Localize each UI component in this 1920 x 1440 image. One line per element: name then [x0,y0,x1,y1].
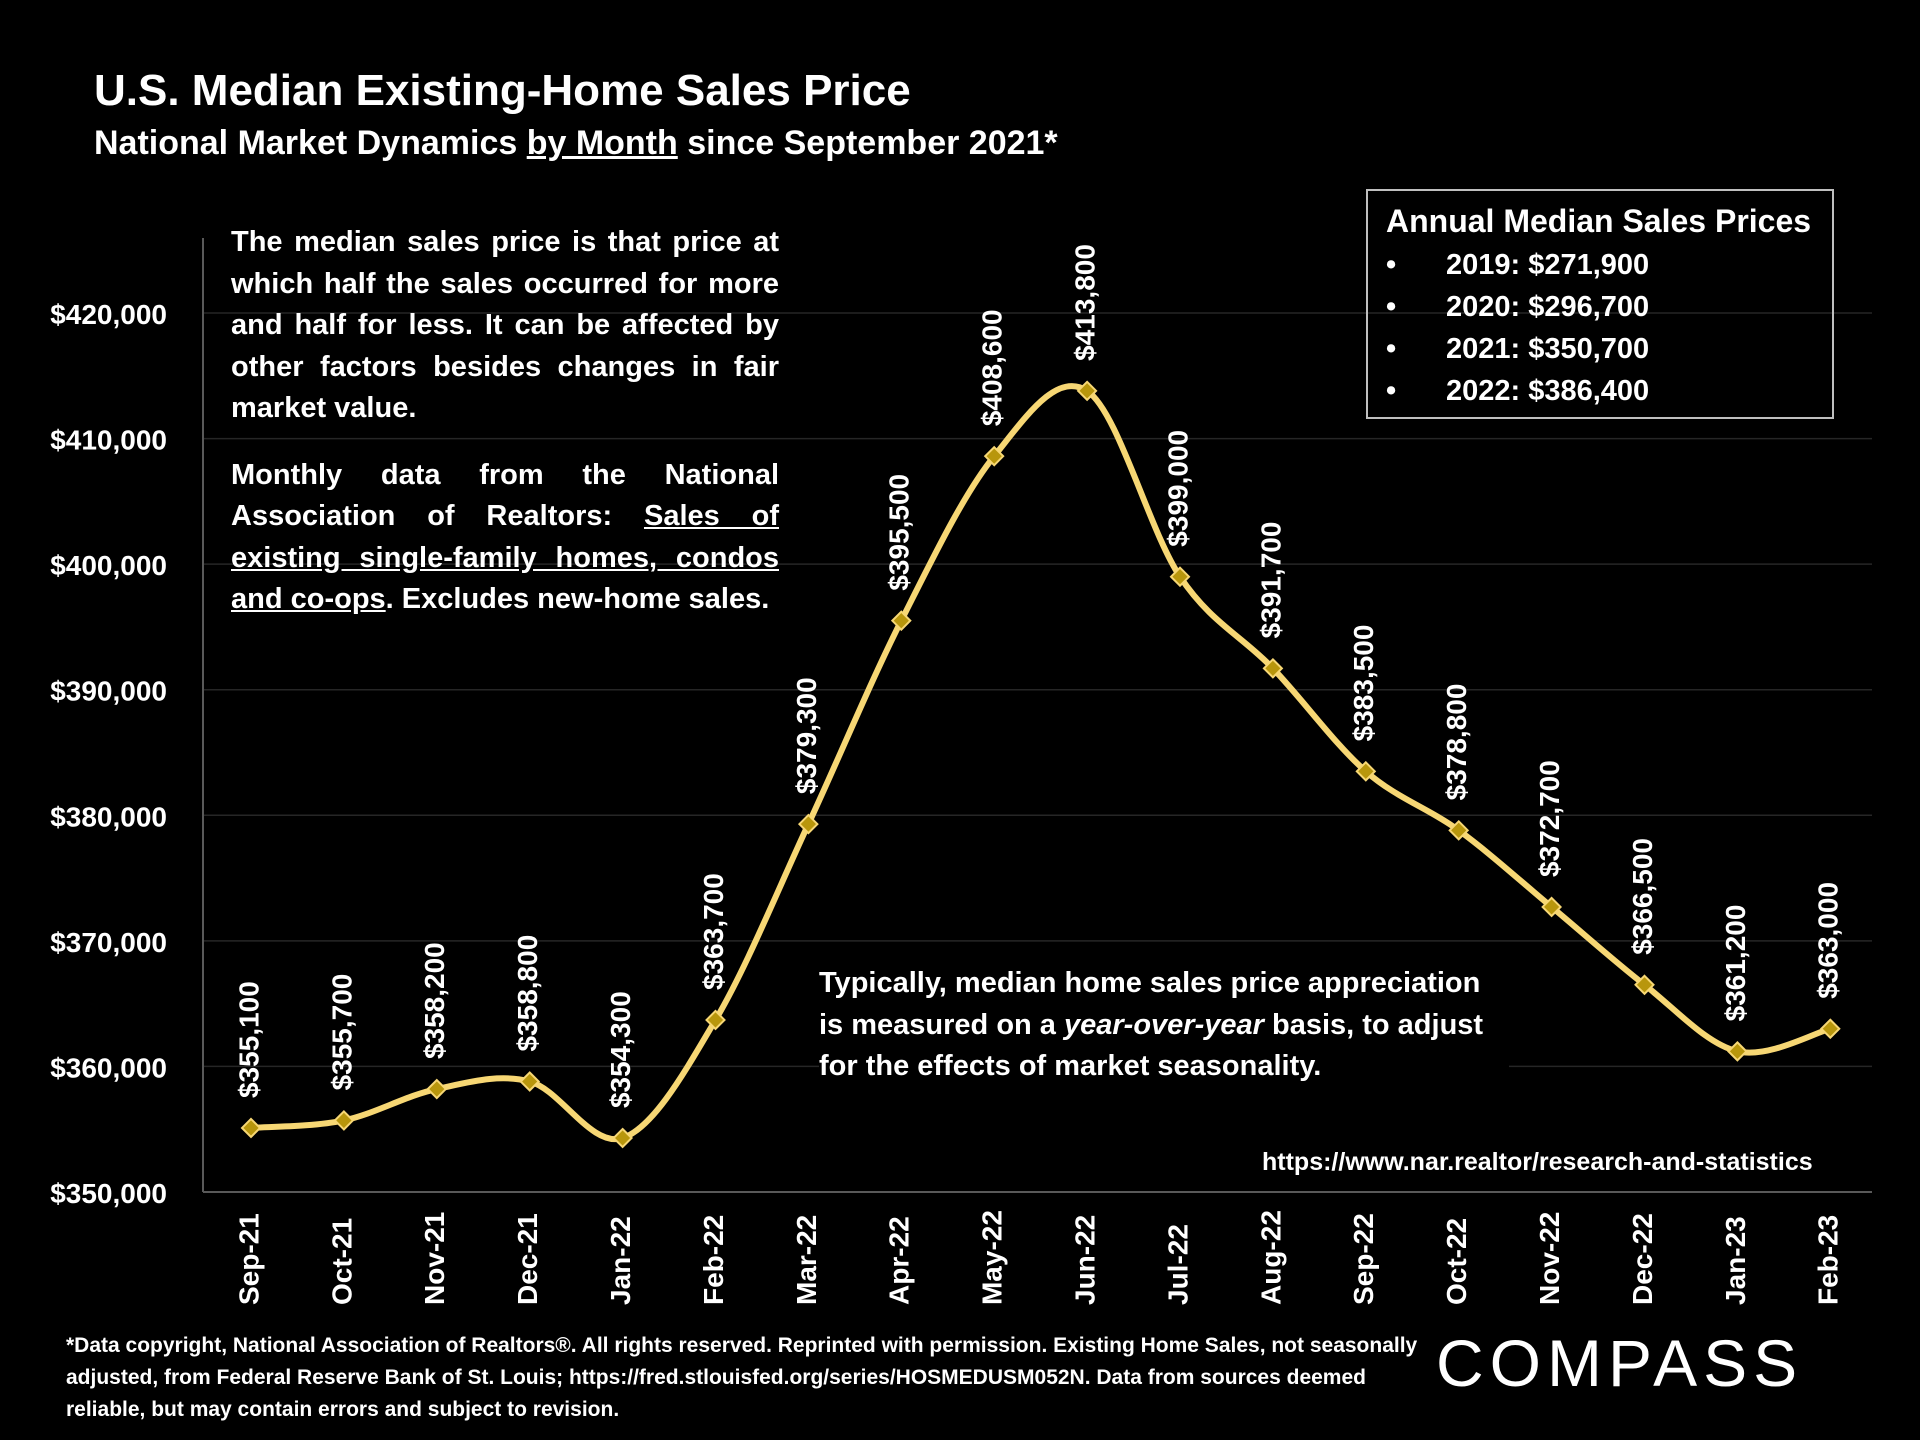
seasonality-suffix: basis, to adjust for the effects of mark… [819,1008,1484,1083]
y-tick-label: $390,000 [50,676,167,707]
bullet-icon: • [1386,375,1397,407]
annual-item-label: 2020: $296,700 [1446,291,1650,323]
data-point-marker [1262,657,1284,679]
x-tick-label: Jan-22 [605,1216,636,1305]
annual-box-title: Annual Median Sales Prices [1386,203,1812,239]
data-point-marker [797,813,819,835]
x-tick-label: Mar-22 [791,1215,822,1305]
definition-note: The median sales price is that price at … [231,222,779,646]
y-tick-label: $400,000 [50,550,167,581]
annual-item-label: 2021: $350,700 [1446,333,1650,365]
data-label: $379,300 [791,677,822,794]
chart-subtitle: National Market Dynamics by Month since … [94,124,1058,163]
data-point-marker [1541,896,1563,918]
data-label: $363,700 [698,873,729,990]
data-point-marker [890,610,912,632]
annual-item: • 2021: $350,700 [1386,328,1814,370]
x-tick-label: Apr-22 [884,1216,915,1305]
seasonality-prefix: Typically, median home sales price appre… [819,967,1481,1041]
seasonality-note: Typically, median home sales price appre… [819,963,1509,1088]
data-label: $363,000 [1813,882,1844,999]
data-label: $355,700 [326,974,357,1091]
data-label: $413,800 [1069,244,1100,361]
data-label: $355,100 [233,981,264,1098]
annual-item: • 2022: $386,400 [1386,370,1814,412]
data-point-marker [983,445,1005,467]
data-label: $383,500 [1348,625,1379,742]
data-point-marker [612,1127,634,1149]
x-tick-label: Dec-21 [512,1213,543,1305]
y-tick-label: $410,000 [50,425,167,456]
data-label: $408,600 [977,309,1008,426]
data-label: $378,800 [1441,684,1472,801]
data-point-marker [333,1110,355,1131]
source-url: https://www.nar.realtor/research-and-sta… [1262,1148,1813,1176]
x-tick-label: Jun-22 [1069,1215,1100,1305]
bullet-icon: • [1386,333,1397,365]
x-tick-label: Nov-22 [1534,1212,1565,1305]
x-tick-label: Feb-23 [1813,1215,1844,1305]
data-label: $361,200 [1720,905,1751,1022]
annual-item-label: 2019: $271,900 [1446,249,1650,281]
x-tick-label: Oct-22 [1441,1218,1472,1305]
data-point-marker [1448,819,1470,841]
data-point-marker [1076,380,1098,402]
data-point-marker [1169,566,1191,588]
x-tick-label: Jan-23 [1720,1216,1751,1305]
annual-item: • 2020: $296,700 [1386,286,1814,328]
x-tick-label: Feb-22 [698,1215,729,1305]
subtitle-prefix: National Market Dynamics [94,124,527,162]
y-tick-label: $360,000 [50,1052,167,1083]
chart-title: U.S. Median Existing-Home Sales Price [94,66,911,115]
x-tick-label: May-22 [977,1210,1008,1305]
data-point-marker [519,1071,541,1092]
data-label: $372,700 [1534,760,1565,877]
y-tick-label: $370,000 [50,927,167,958]
data-label: $399,000 [1162,430,1193,547]
data-label: $395,500 [884,474,915,591]
data-point-marker [1819,1018,1841,1040]
x-tick-label: Jul-22 [1162,1224,1193,1305]
compass-logo: COMPASS [1436,1326,1804,1400]
x-tick-label: Oct-21 [326,1218,357,1305]
seasonality-italic: year-over-year [1064,1008,1264,1041]
y-tick-label: $350,000 [50,1178,167,1209]
note-source-underlined: Sales of existing single-family homes, c… [231,500,779,615]
data-label: $366,500 [1627,838,1658,955]
annual-item: • 2019: $271,900 [1386,244,1814,286]
data-label: $354,300 [605,991,636,1108]
annual-prices-box: Annual Median Sales Prices • 2019: $271,9… [1366,189,1834,419]
note-source: Monthly data from the National Associati… [231,455,779,621]
data-point-marker [426,1078,448,1100]
annual-item-label: 2022: $386,400 [1446,375,1650,407]
data-label: $358,800 [512,935,543,1052]
y-tick-label: $380,000 [50,801,167,832]
note-source-prefix: Monthly data from the National Associati… [231,458,779,533]
data-label: $358,200 [419,942,450,1059]
bullet-icon: • [1386,291,1397,323]
x-tick-label: Aug-22 [1255,1210,1286,1305]
bullet-icon: • [1386,249,1397,281]
x-tick-label: Nov-21 [419,1212,450,1305]
x-tick-label: Sep-21 [233,1213,264,1305]
data-point-marker [240,1117,262,1139]
data-point-marker [1355,760,1377,782]
subtitle-underlined: by Month [526,124,678,162]
data-point-marker [705,1009,726,1031]
data-point-marker [1726,1040,1748,1062]
footnote: *Data copyright, National Association of… [66,1334,1418,1421]
x-tick-label: Dec-22 [1627,1213,1658,1305]
note-source-suffix: . Excludes new-home sales. [385,583,770,615]
subtitle-suffix: since September 2021* [677,124,1058,162]
y-tick-label: $420,000 [50,299,167,330]
data-label: $391,700 [1255,522,1286,639]
data-point-marker [1634,974,1655,996]
x-tick-label: Sep-22 [1348,1213,1379,1305]
note-definition: The median sales price is that price at … [231,226,779,424]
